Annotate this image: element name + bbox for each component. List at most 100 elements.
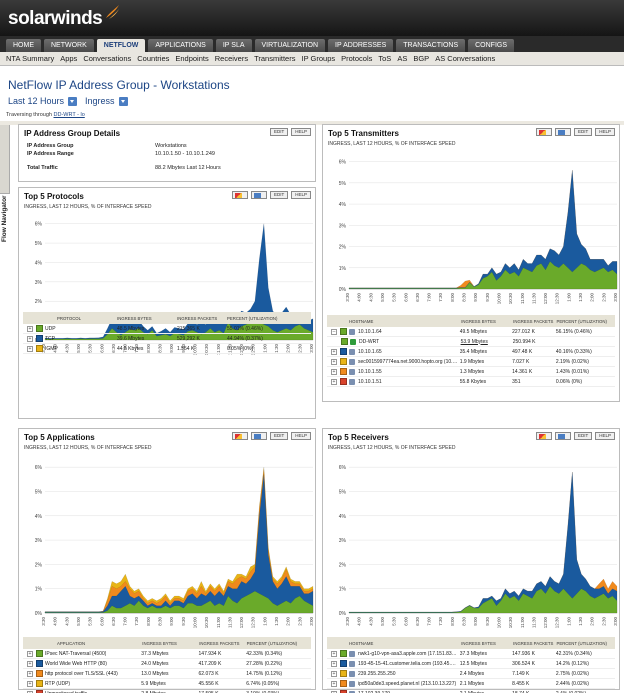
table-row[interactable]: +17.102.39.1792.1 Mbytes18.74 K2.4% (0.0… <box>327 689 615 693</box>
table-row[interactable]: + sec0015997774ea.net.9000.hopto.org (10.… <box>327 357 615 367</box>
table-row[interactable]: +239.255.255.250 2.4 Mbytes 7.149 K 2.75% (… <box>327 669 615 679</box>
subnav-as-conversations[interactable]: AS Conversations <box>435 54 496 63</box>
brand-logo[interactable]: solarwinds <box>8 8 103 29</box>
traversing-link[interactable]: DD-WRT - lo <box>53 112 85 118</box>
table-row[interactable]: + nwk1-g10-vpn-asa3.apple.com (17.151.83.… <box>327 649 615 659</box>
row-name[interactable]: sec0015997774ea.net.9000.hopto.org (10.1… <box>358 358 458 365</box>
subnav-ip-groups[interactable]: IP Groups <box>301 54 336 63</box>
help-button[interactable]: HELP <box>595 432 615 440</box>
table-row[interactable]: + ipd50a0de3.speed.planet.nl (213.10.13.2… <box>327 679 615 689</box>
table-row[interactable]: + UDP 48.5 Mbytes 215,365 K 55.01% (0.46%) <box>23 324 311 334</box>
flow-navigator-tab[interactable]: Flow Navigator <box>0 124 10 242</box>
row-name[interactable]: 193-45-15-41.customer.telia.com (193.45.… <box>358 660 458 667</box>
row-name[interactable]: ipd50a0de3.speed.planet.nl (213.10.13.22… <box>358 680 457 687</box>
table-row[interactable]: +10.10.1.55 1.3 Mbytes 14.361 K 1.43% (0.01… <box>327 367 615 377</box>
row-name[interactable]: UDP <box>45 325 56 332</box>
chart-type-icon[interactable] <box>231 191 248 199</box>
direction-dropdown-icon[interactable] <box>118 96 128 106</box>
expand-icon[interactable]: + <box>27 650 33 657</box>
expand-icon[interactable]: + <box>331 660 337 667</box>
expand-icon[interactable]: + <box>331 348 337 355</box>
subnav-countries[interactable]: Countries <box>137 54 170 63</box>
tab-network[interactable]: NETWORK <box>44 39 94 52</box>
row-name[interactable]: 10.10.1.55 <box>358 368 382 375</box>
chart-options-icon[interactable] <box>554 432 571 440</box>
table-row[interactable]: + TCP 39.6 Mbytes 529,292 K 44.94% (0.37%) <box>23 334 311 344</box>
row-name[interactable]: TCP <box>45 335 55 342</box>
expand-icon[interactable]: + <box>27 670 33 677</box>
subnav-receivers[interactable]: Receivers <box>214 54 249 63</box>
row-name[interactable]: 10.10.1.51 <box>358 378 382 385</box>
expand-icon[interactable]: + <box>27 680 33 687</box>
tab-netflow[interactable]: NETFLOW <box>96 39 146 52</box>
subnav-endpoints[interactable]: Endpoints <box>175 54 209 63</box>
subnav-transmitters[interactable]: Transmitters <box>254 54 296 63</box>
expand-icon[interactable]: + <box>27 660 33 667</box>
row-name[interactable]: 10.10.1.65 <box>358 348 382 355</box>
row-name[interactable]: World Wide Web HTTP (80) <box>45 660 107 667</box>
expand-icon[interactable]: + <box>331 680 337 687</box>
tab-virtualization[interactable]: VIRTUALIZATION <box>254 39 326 52</box>
help-button[interactable]: HELP <box>595 128 615 136</box>
subnav-protocols[interactable]: Protocols <box>341 54 373 63</box>
x-tick-label: 10:30 <box>204 344 209 356</box>
chart-options-icon[interactable] <box>250 432 267 440</box>
edit-button[interactable]: EDIT <box>573 128 593 136</box>
table-row[interactable]: +10.10.1.51 55.8 Kbytes 351 0.06% (0%) <box>327 377 615 387</box>
tab-applications[interactable]: APPLICATIONS <box>148 39 213 52</box>
row-name[interactable]: DD-WRT <box>359 338 380 345</box>
tab-configs[interactable]: CONFIGS <box>468 39 515 52</box>
subnav-conversations[interactable]: Conversations <box>83 54 132 63</box>
row-name[interactable]: RTP (UDP) <box>45 680 71 687</box>
help-button[interactable]: HELP <box>291 191 311 199</box>
tab-ip-addresses[interactable]: IP ADDRESSES <box>328 39 394 52</box>
expand-icon[interactable]: + <box>331 358 337 365</box>
edit-button[interactable]: EDIT <box>269 128 289 136</box>
chart-options-icon[interactable] <box>250 191 267 199</box>
expand-icon[interactable]: + <box>27 690 33 693</box>
subnav-as[interactable]: AS <box>397 54 408 63</box>
tab-home[interactable]: HOME <box>6 39 41 52</box>
subnav-tos[interactable]: ToS <box>378 54 392 63</box>
expand-icon[interactable]: + <box>331 690 337 693</box>
edit-button[interactable]: EDIT <box>269 432 289 440</box>
table-row[interactable]: + IPsec NAT-Traversal (4500) 37.3 Mbytes 14… <box>23 649 311 659</box>
chart-type-icon[interactable] <box>231 432 248 440</box>
table-row[interactable]: + IGMP 44.5 Kbytes 1.554 K 0.05% (0%) <box>23 344 311 354</box>
row-name[interactable]: 10.10.1.64 <box>358 328 382 335</box>
table-row[interactable]: +193-45-15-41.customer.telia.com (193.45… <box>327 659 615 669</box>
expand-icon[interactable]: + <box>331 378 337 385</box>
tab-ip-sla[interactable]: IP SLA <box>215 39 252 52</box>
row-name[interactable]: nwk1-g10-vpn-asa3.apple.com (17.151.83.8… <box>358 650 458 657</box>
table-row[interactable]: +10.10.1.65 35.4 Mbytes 497.48 K 40.16% (0.… <box>327 347 615 357</box>
table-row[interactable]: – 10.10.1.64 49.5 Mbytes 227.012 K 56.15% (0… <box>327 327 615 337</box>
tab-transactions[interactable]: TRANSACTIONS <box>396 39 466 52</box>
table-row[interactable]: + World Wide Web HTTP (80) 24.0 Mbytes 417.… <box>23 659 311 669</box>
table-row[interactable]: + http protocol over TLS/SSL (443) 13.0 Mb… <box>23 669 311 679</box>
row-name[interactable]: IGMP <box>45 345 58 352</box>
edit-button[interactable]: EDIT <box>269 191 289 199</box>
expand-icon[interactable]: + <box>27 325 33 332</box>
subnav-bgp[interactable]: BGP <box>413 54 430 63</box>
expand-icon[interactable]: + <box>331 368 337 375</box>
expand-icon[interactable]: + <box>331 650 337 657</box>
collapse-icon[interactable]: – <box>331 328 337 335</box>
chart-type-icon[interactable] <box>535 128 552 136</box>
period-dropdown-icon[interactable] <box>68 96 78 106</box>
row-name[interactable]: http protocol over TLS/SSL (443) <box>45 670 118 677</box>
chart-type-icon[interactable] <box>535 432 552 440</box>
row-name[interactable]: 239.255.255.250 <box>358 670 396 677</box>
row-name[interactable]: IPsec NAT-Traversal (4500) <box>45 650 107 657</box>
help-button[interactable]: HELP <box>291 432 311 440</box>
chart-options-icon[interactable] <box>554 128 571 136</box>
expand-icon[interactable]: + <box>27 345 33 352</box>
subnav-apps[interactable]: Apps <box>60 54 78 63</box>
table-row[interactable]: +Unmonitored traffic2.8 Mbytes17.595 K3.… <box>23 689 311 693</box>
help-button[interactable]: HELP <box>291 128 311 136</box>
table-row[interactable]: + RTP (UDP) 5.9 Mbytes 45.556 K 6.74% (0.05%… <box>23 679 311 689</box>
expand-icon[interactable]: + <box>331 670 337 677</box>
subnav-nta-summary[interactable]: NTA Summary <box>6 54 55 63</box>
table-row[interactable]: DD-WRT 53.9 Mbytes 250.994 K <box>327 337 615 347</box>
expand-icon[interactable]: + <box>27 335 33 342</box>
edit-button[interactable]: EDIT <box>573 432 593 440</box>
